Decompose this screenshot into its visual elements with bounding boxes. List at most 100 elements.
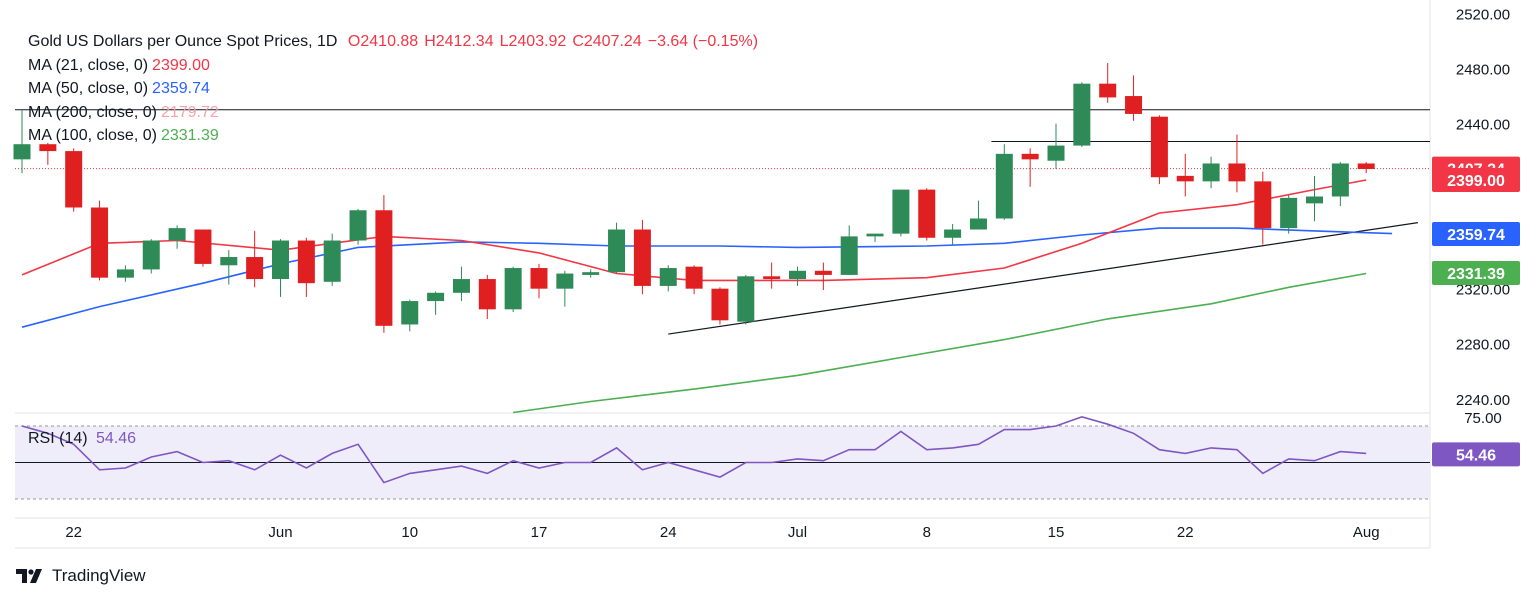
candle-down	[530, 263, 548, 299]
legend-ma21-label: MA (21, close, 0)	[28, 56, 149, 74]
legend-ma100[interactable]: MA (100, close, 0) 2331.39	[28, 124, 758, 148]
candle-up	[1073, 82, 1091, 147]
legend-ma200[interactable]: MA (200, close, 0) 2179.72	[28, 101, 758, 125]
candle-body	[1073, 83, 1091, 146]
legend-ma21-value: 2399.00	[152, 56, 210, 74]
header-row: Gold US Dollars per Ounce Spot Prices, 1…	[28, 30, 758, 54]
candle-body	[711, 288, 729, 321]
candle-down	[918, 188, 936, 241]
candle-down	[1125, 75, 1143, 121]
legend-ma100-value: 2331.39	[160, 127, 219, 144]
legend-ma50[interactable]: MA (50, close, 0) 2359.74	[28, 77, 758, 101]
brand-name: TradingView	[52, 566, 146, 585]
candle-up	[1202, 156, 1220, 189]
price-tick-label: 2440.00	[1456, 117, 1510, 134]
candle-up	[608, 222, 626, 274]
candle-body	[168, 228, 186, 241]
candle-body	[246, 257, 264, 280]
candle-body	[427, 292, 445, 302]
candle-down	[1228, 134, 1246, 193]
candle-down	[91, 200, 109, 281]
candle-body	[504, 268, 522, 310]
candle-body	[401, 301, 419, 325]
candle-body	[1228, 163, 1246, 182]
candle-body	[1306, 196, 1323, 204]
candle-body	[763, 276, 781, 280]
time-tick-label: 15	[1048, 524, 1065, 541]
candle-body	[1254, 181, 1272, 229]
rsi-tag-label: 54.46	[1456, 447, 1496, 464]
candle-body	[1331, 163, 1349, 197]
candle-body	[633, 229, 651, 286]
price-tag-label: 2399.00	[1447, 173, 1505, 190]
candle-up	[582, 269, 600, 278]
candle-down	[194, 229, 212, 267]
candle-body	[65, 151, 83, 208]
chart-legend: Gold US Dollars per Ounce Spot Prices, 1…	[28, 30, 758, 148]
symbol-title: Gold US Dollars per Ounce Spot Prices, 1…	[28, 33, 338, 50]
candle-up	[452, 266, 470, 302]
time-tick-label: Jun	[268, 524, 292, 541]
candle-body	[1176, 175, 1194, 182]
candle-up	[892, 189, 910, 237]
candle-up	[142, 239, 160, 274]
candle-down	[297, 237, 315, 297]
candle-body	[323, 240, 341, 282]
time-tick-label: Aug	[1353, 524, 1380, 541]
candle-up	[1047, 123, 1065, 169]
rsi-legend[interactable]: RSI (14) 54.46	[28, 430, 136, 448]
candle-body	[297, 240, 315, 284]
legend-ma50-value: 2359.74	[152, 80, 210, 97]
open-value: O2410.88	[347, 33, 419, 50]
ma100-line	[513, 272, 1367, 414]
candle-down	[711, 287, 729, 325]
candle-body	[995, 153, 1013, 219]
candle-up	[840, 225, 858, 275]
close-value: C2407.24	[572, 33, 642, 50]
time-tick-label: 24	[660, 524, 677, 541]
candle-body	[452, 279, 470, 293]
candle-body	[556, 273, 574, 289]
candle-down	[1150, 115, 1168, 185]
candle-down	[478, 274, 496, 319]
candle-body	[918, 189, 936, 238]
candle-body	[1125, 96, 1143, 114]
candle-up	[944, 224, 962, 245]
time-tick-label: 22	[65, 524, 82, 541]
price-tag-label: 2331.39	[1447, 266, 1505, 283]
candle-down	[1176, 153, 1194, 197]
legend-ma50-label: MA (50, close, 0)	[28, 80, 149, 97]
candle-body	[582, 272, 600, 275]
high-value: H2412.34	[424, 33, 494, 50]
price-tick-label: 2480.00	[1456, 62, 1510, 79]
candle-up	[789, 266, 806, 286]
candle-down	[39, 142, 57, 165]
candle-body	[659, 268, 677, 286]
candle-up	[504, 266, 522, 313]
candle-up	[969, 200, 987, 230]
candle-body	[142, 240, 160, 270]
candle-body	[685, 266, 703, 289]
time-tick-label: Jul	[788, 524, 807, 541]
time-tick-label: 17	[531, 524, 548, 541]
support-trendline	[668, 222, 1418, 335]
price-tag: 2399.00	[1432, 167, 1520, 192]
rsi-line	[21, 416, 1367, 484]
candle-body	[608, 229, 626, 273]
price-tick-label: 2240.00	[1456, 392, 1510, 409]
price-tag: 2331.39	[1432, 261, 1520, 286]
tradingview-logo[interactable]: TradingView	[16, 566, 146, 586]
time-tick-label: 10	[401, 524, 418, 541]
legend-ma21[interactable]: MA (21, close, 0) 2399.00	[28, 54, 758, 78]
candle-body	[814, 270, 832, 275]
candle-body	[13, 144, 31, 160]
price-tag: 2359.74	[1432, 222, 1520, 247]
candle-body	[194, 229, 212, 264]
candle-down	[1021, 148, 1039, 187]
rsi-tag-bg	[1432, 442, 1520, 467]
candle-body	[91, 207, 109, 278]
candle-down	[1357, 162, 1375, 174]
candle-up	[556, 270, 574, 307]
candle-up	[1331, 162, 1349, 207]
